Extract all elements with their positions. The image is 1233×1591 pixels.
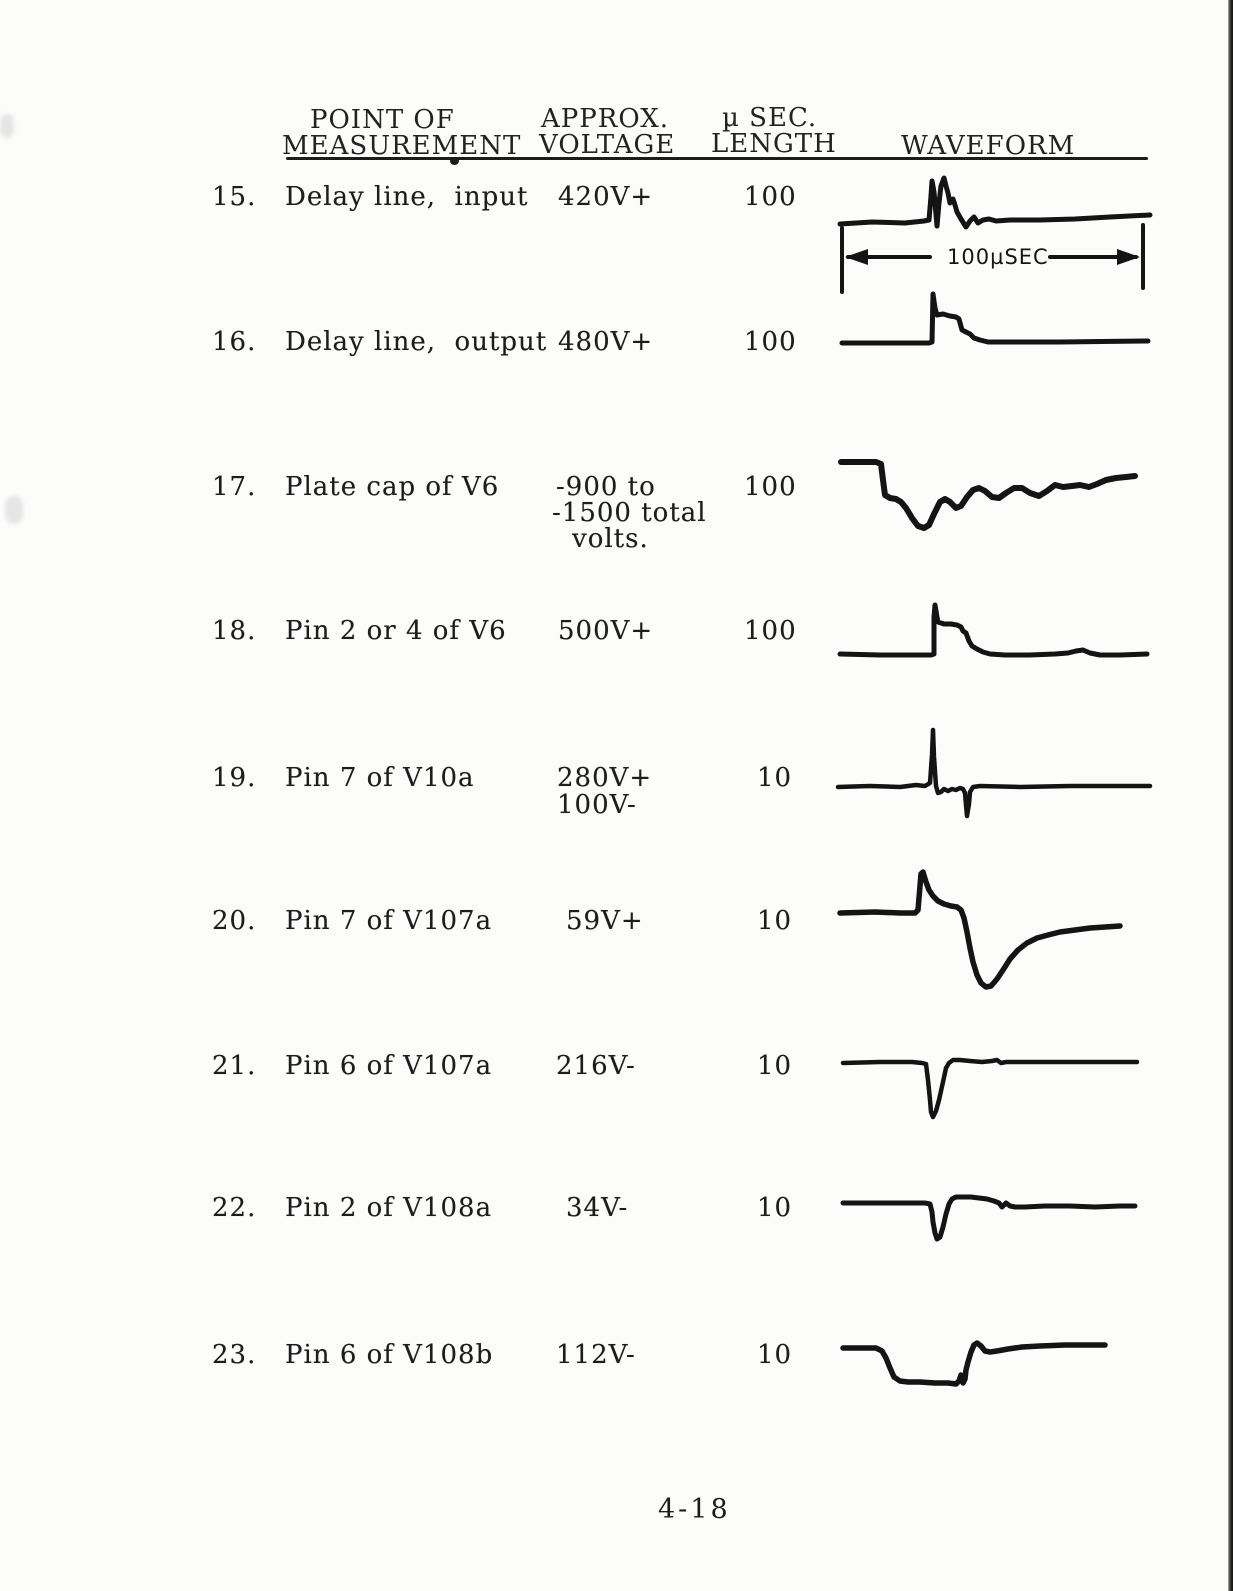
waveform-row-18 xyxy=(837,602,1150,658)
column-header-waveform: WAVEFORM xyxy=(901,131,1076,161)
measurement-point: Delay line, output xyxy=(285,327,548,357)
usec-value: 10 xyxy=(757,763,793,793)
usec-value: 100 xyxy=(744,616,797,646)
waveform-row-22 xyxy=(840,1194,1138,1242)
usec-value: 10 xyxy=(757,1340,793,1370)
voltage-value: 59V+ xyxy=(566,906,644,936)
measurement-point: Pin 2 of V108a xyxy=(285,1193,493,1223)
row-number: 23. xyxy=(212,1340,257,1370)
usec-value: 100 xyxy=(744,327,797,357)
usec-value: 10 xyxy=(757,1193,793,1223)
voltage-value: 216V- xyxy=(556,1051,636,1081)
header-rule xyxy=(286,157,1148,165)
usec-value: 100 xyxy=(744,182,797,212)
measurement-point: Plate cap of V6 xyxy=(285,472,500,502)
page-number: 4-18 xyxy=(658,1494,731,1525)
waveform-row-19 xyxy=(835,727,1153,819)
measurement-point: Pin 6 of V108b xyxy=(285,1340,494,1370)
scan-smudge xyxy=(5,496,23,524)
row-number: 21. xyxy=(212,1051,257,1081)
annotation-label: 100µSEC xyxy=(947,245,1049,269)
row-number: 17. xyxy=(212,472,257,502)
column-header-usec-line1: µ SEC. xyxy=(722,103,818,133)
column-header-voltage-line1: APPROX. xyxy=(541,104,669,134)
row-number: 19. xyxy=(212,763,257,793)
waveform-row-20 xyxy=(837,869,1123,990)
voltage-value: 420V+ xyxy=(558,182,654,212)
column-header-voltage-line2: VOLTAGE xyxy=(539,130,676,160)
measurement-point: Pin 2 or 4 of V6 xyxy=(285,616,507,646)
waveform-row-17 xyxy=(838,459,1138,531)
usec-value: 10 xyxy=(757,906,793,936)
measurement-point: Pin 6 of V107a xyxy=(285,1051,493,1081)
column-header-point-line1: POINT OF xyxy=(310,105,455,135)
voltage-value: -1500 total xyxy=(552,498,707,528)
voltage-value: 480V+ xyxy=(558,327,654,357)
row-number: 16. xyxy=(212,327,257,357)
column-header-point-line2: MEASUREMENT xyxy=(282,131,522,161)
voltage-value: 100V- xyxy=(557,790,637,820)
voltage-value: 34V- xyxy=(566,1193,629,1223)
column-header-usec-line2: LENGTH xyxy=(711,129,837,159)
voltage-value: 280V+ xyxy=(557,763,653,793)
page-edge-line xyxy=(1228,0,1233,1591)
usec-value: 10 xyxy=(757,1051,793,1081)
row-number: 22. xyxy=(212,1193,257,1223)
voltage-value: 500V+ xyxy=(558,616,654,646)
measurement-point: Pin 7 of V107a xyxy=(285,906,493,936)
measurement-point: Delay line, input xyxy=(285,182,529,212)
voltage-value: -900 to xyxy=(556,472,656,502)
waveform-row-23 xyxy=(840,1340,1108,1387)
row-number: 15. xyxy=(212,182,257,212)
voltage-value: volts. xyxy=(572,524,649,554)
voltage-value: 112V- xyxy=(556,1340,636,1370)
scan-smudge xyxy=(0,114,14,138)
row-number: 20. xyxy=(212,906,257,936)
waveform-row-21 xyxy=(840,1057,1140,1120)
waveform-row-16 xyxy=(839,291,1151,346)
waveform-row-15 xyxy=(837,175,1153,230)
row-number: 18. xyxy=(212,616,257,646)
usec-value: 100 xyxy=(744,472,797,502)
measurement-point: Pin 7 of V10a xyxy=(285,763,475,793)
